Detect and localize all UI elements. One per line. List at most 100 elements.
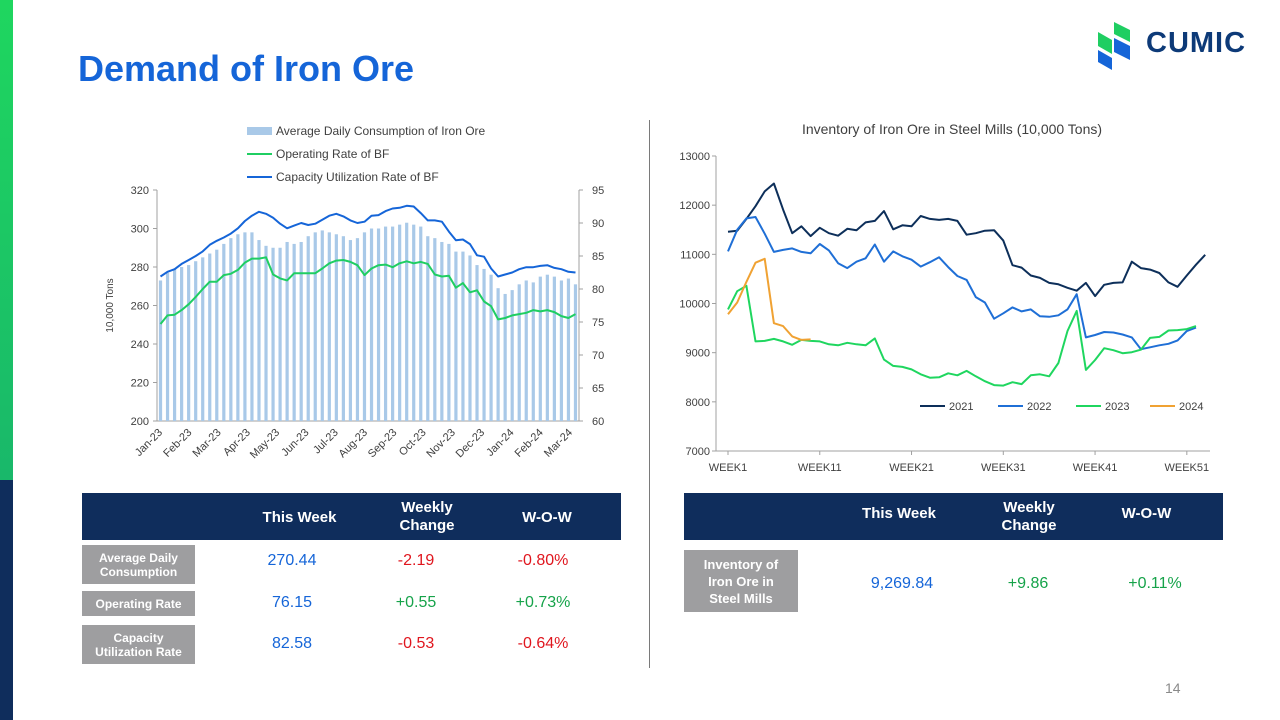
legend-swatch-consumption — [247, 127, 272, 135]
consumption-bar — [250, 232, 254, 421]
consumption-bar — [524, 280, 528, 421]
operating-this-week: 76.15 — [271, 594, 313, 611]
logo-text: CUMIC — [1146, 27, 1247, 59]
consumption-bar — [229, 238, 233, 421]
x-tick-label: Feb-23 — [161, 427, 194, 460]
logo-mark-icon — [1098, 22, 1130, 70]
y-right-tick-label: 80 — [592, 284, 604, 296]
left-accent-bar — [0, 0, 13, 480]
y-left-axis-label: 10,000 Tons — [105, 278, 116, 332]
consumption-bar — [348, 240, 353, 421]
y-left-tick-label: 280 — [131, 262, 149, 274]
consumption-bar — [419, 226, 423, 421]
row-label-operating-rate: Operating Rate — [82, 591, 195, 616]
consumption-bar — [165, 272, 170, 421]
consumption-bar — [299, 241, 303, 421]
consumption-bar — [194, 261, 198, 421]
consumption-bar — [257, 240, 261, 421]
consumption-bar — [334, 234, 338, 421]
x-tick-label: Nov-23 — [424, 427, 458, 461]
capacity-wow: -0.64% — [517, 635, 569, 652]
consumption-bar — [552, 276, 556, 421]
x-tick-label: Jun-23 — [279, 427, 311, 459]
consumption-bar — [468, 255, 472, 421]
y-right-tick-label: 85 — [592, 251, 604, 263]
consumption-bar — [201, 257, 205, 421]
x-tick-label: Feb-24 — [513, 427, 546, 460]
consumption-bar — [398, 224, 402, 421]
consumption-bar — [503, 293, 507, 421]
consumption-bar — [243, 232, 247, 421]
consumption-bar — [180, 267, 184, 421]
inventory-this-week: 9,269.84 — [870, 575, 934, 592]
y-right-tick-label: 65 — [592, 383, 604, 395]
consumption-bar — [158, 280, 163, 421]
left-table-header: This Week Weekly Change W-O-W — [82, 493, 621, 540]
consumption-bar — [376, 228, 381, 421]
operating-wow: +0.73% — [515, 594, 571, 611]
consumption-bar — [355, 238, 360, 421]
demand-combo-chart: Average Daily Consumption of Iron Ore Ope… — [105, 124, 604, 461]
x-tick-label: May-23 — [248, 427, 282, 461]
header-wow: W-O-W — [1121, 505, 1172, 522]
x-tick-label: Dec-23 — [454, 427, 488, 461]
header-weekly-change: Weekly Change — [399, 499, 455, 534]
series-line-2024 — [727, 257, 811, 341]
capacity-this-week: 82.58 — [271, 635, 313, 652]
consumption-bar — [447, 243, 451, 421]
legend-label: Operating Rate of BF — [276, 147, 389, 161]
right-table-header: This Week Weekly Change W-O-W — [684, 493, 1223, 540]
series-line-2022 — [727, 216, 1197, 351]
consumption-bar — [172, 268, 177, 421]
consumption-bar — [510, 290, 514, 421]
x-tick-label: WEEK11 — [798, 462, 842, 474]
consumption-bar — [271, 247, 275, 421]
y-left-tick-label: 300 — [131, 224, 149, 236]
consumption-bar — [559, 280, 564, 421]
consumption-bar — [341, 236, 345, 421]
y-tick-label: 11000 — [680, 249, 710, 261]
series-line-2021 — [727, 182, 1206, 298]
company-logo: CUMIC — [1096, 20, 1256, 70]
consumption-bar — [566, 278, 571, 421]
header-this-week: This Week — [262, 509, 337, 526]
consumption-bar — [208, 253, 212, 421]
consumption-bar — [215, 249, 219, 421]
y-right-tick-label: 60 — [592, 416, 604, 428]
consumption-bar — [187, 265, 191, 421]
x-tick-label: WEEK51 — [1165, 462, 1210, 474]
consumption-bar — [538, 276, 542, 421]
x-tick-label: WEEK31 — [981, 462, 1026, 474]
page-title: Demand of Iron Ore — [78, 48, 415, 89]
consumption-bar — [383, 226, 388, 421]
y-right-tick-label: 90 — [592, 218, 604, 230]
consumption-bar — [320, 230, 324, 421]
consumption-bar — [369, 228, 374, 421]
consumption-bar — [517, 284, 521, 421]
x-tick-label: Aug-23 — [337, 427, 371, 461]
consumption-bar — [236, 234, 240, 421]
consumption-weekly-change: -2.19 — [397, 552, 435, 569]
y-tick-label: 7000 — [686, 446, 710, 458]
consumption-bar — [573, 284, 578, 421]
consumption-wow: -0.80% — [517, 552, 569, 569]
header-weekly-change: Weekly Change — [1001, 499, 1057, 534]
row-label-consumption: Average Daily Consumption — [82, 545, 195, 584]
y-tick-label: 10000 — [679, 299, 710, 311]
consumption-bar — [433, 238, 437, 421]
consumption-bar — [482, 268, 486, 421]
row-label-capacity: Capacity Utilization Rate — [82, 625, 195, 664]
y-left-tick-label: 320 — [131, 185, 149, 197]
capacity-utilization-line — [159, 204, 576, 278]
consumption-bar — [461, 251, 465, 421]
header-this-week: This Week — [862, 505, 936, 522]
consumption-bar — [426, 236, 430, 421]
header-wow: W-O-W — [522, 509, 572, 526]
y-left-tick-label: 240 — [131, 339, 149, 351]
legend-label-2021: 2021 — [949, 401, 973, 413]
y-right-tick-label: 95 — [592, 185, 604, 197]
y-left-tick-label: 220 — [131, 378, 149, 390]
legend-label-2023: 2023 — [1105, 401, 1129, 413]
consumption-bar — [278, 247, 282, 421]
y-left-tick-label: 200 — [131, 416, 149, 428]
